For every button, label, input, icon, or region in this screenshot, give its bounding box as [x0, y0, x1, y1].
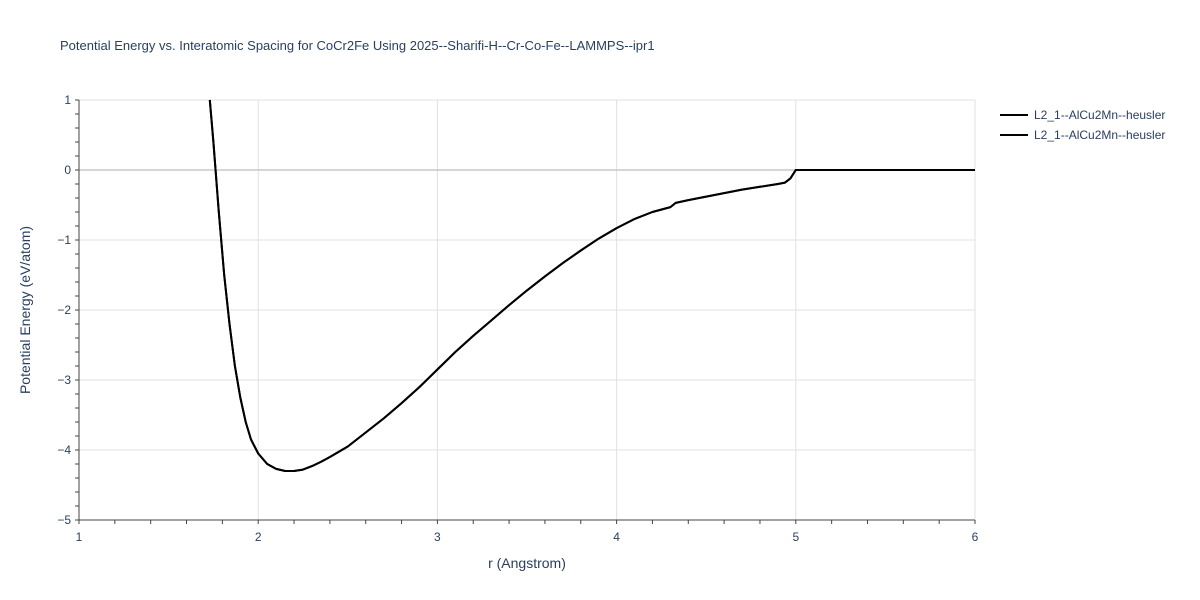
- axis-layer: 1 2 3 4 5 6 1 0 −1 −2 −3 −4 −5: [57, 93, 978, 544]
- legend-label-2: L2_1--AlCu2Mn--heusler: [1034, 128, 1165, 142]
- y-tick-label: −5: [57, 513, 71, 527]
- x-tick-label: 6: [972, 530, 979, 544]
- y-tick-label: −3: [57, 373, 71, 387]
- series-line-2: [208, 99, 975, 472]
- series-layer: [208, 99, 975, 472]
- chart-title: Potential Energy vs. Interatomic Spacing…: [60, 38, 655, 53]
- y-axis-title: Potential Energy (eV/atom): [17, 226, 33, 394]
- y-tick-label: 0: [64, 163, 71, 177]
- x-tick-label: 3: [434, 530, 441, 544]
- x-tick-label: 1: [76, 530, 83, 544]
- series-line-1: [208, 99, 975, 472]
- legend: L2_1--AlCu2Mn--heusler L2_1--AlCu2Mn--heu…: [1000, 108, 1165, 142]
- x-tick-label: 5: [792, 530, 799, 544]
- y-tick-label: −2: [57, 303, 71, 317]
- x-tick-label: 2: [255, 530, 262, 544]
- y-tick-label: −1: [57, 233, 71, 247]
- y-tick-label: 1: [64, 93, 71, 107]
- legend-label-1: L2_1--AlCu2Mn--heusler: [1034, 108, 1165, 122]
- x-axis-title: r (Angstrom): [488, 555, 566, 571]
- grid-layer: [79, 99, 976, 520]
- y-tick-label: −4: [57, 443, 71, 457]
- x-tick-label: 4: [613, 530, 620, 544]
